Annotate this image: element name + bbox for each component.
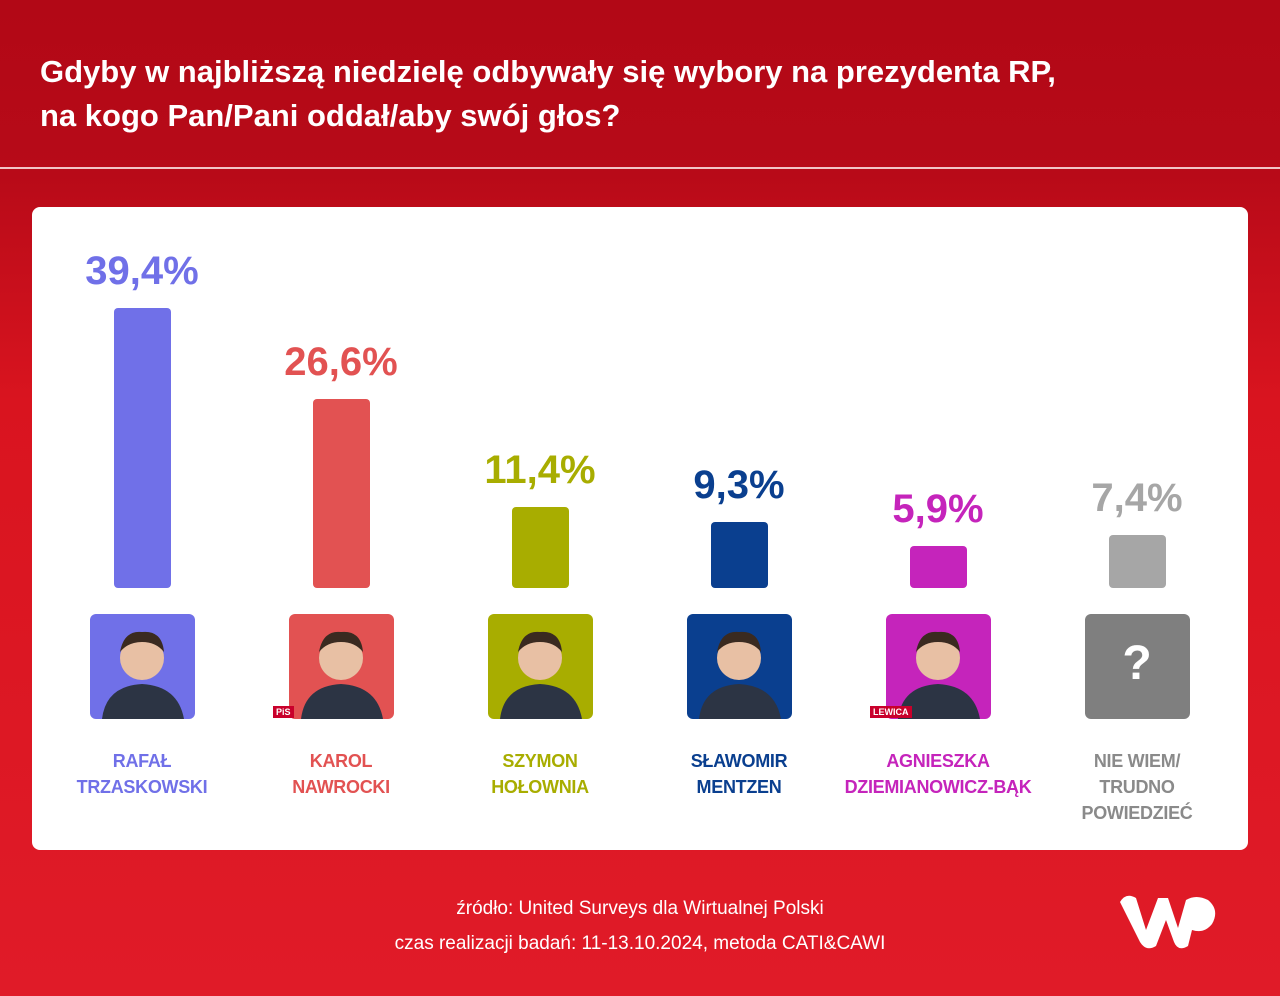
bar bbox=[710, 521, 768, 588]
photo bbox=[686, 614, 792, 719]
portrait bbox=[101, 631, 184, 719]
unknown-mark: ? bbox=[1122, 637, 1152, 690]
category-label: KAROL NAWROCKI bbox=[292, 751, 390, 797]
bar bbox=[113, 308, 171, 588]
photo bbox=[89, 614, 195, 719]
value-label: 11,4% bbox=[484, 448, 596, 493]
category-label: RAFAŁ TRZASKOWSKI bbox=[76, 751, 208, 797]
value-label: 39,4% bbox=[85, 249, 199, 294]
logo-shape bbox=[1120, 895, 1216, 949]
value-label: 9,3% bbox=[693, 462, 785, 507]
category-label: SZYMON HOŁOWNIA bbox=[491, 751, 589, 797]
chart-title: Gdyby w najbliższą niedzielę odbywały si… bbox=[40, 54, 1056, 133]
value-label: 7,4% bbox=[1091, 476, 1183, 521]
photo bbox=[487, 614, 593, 719]
hair bbox=[915, 631, 960, 652]
photo bbox=[885, 614, 991, 719]
hair bbox=[517, 631, 562, 652]
badge: PiS bbox=[273, 706, 294, 718]
category-label: SŁAWOMIR MENTZEN bbox=[690, 751, 788, 797]
badge: LEWICA bbox=[870, 706, 912, 718]
logo bbox=[1120, 895, 1216, 949]
source: źródło: United Surveys dla Wirtualnej Po… bbox=[456, 898, 824, 919]
portrait bbox=[897, 631, 980, 719]
head bbox=[119, 636, 164, 680]
bar bbox=[511, 507, 569, 588]
portrait bbox=[300, 631, 383, 719]
portrait bbox=[499, 631, 582, 719]
photo bbox=[288, 614, 394, 719]
torso bbox=[300, 684, 383, 719]
bar bbox=[312, 399, 370, 588]
bar bbox=[1108, 535, 1166, 588]
torso bbox=[499, 684, 582, 719]
hair bbox=[716, 631, 761, 652]
head bbox=[318, 636, 363, 680]
bar bbox=[909, 546, 967, 588]
divider bbox=[0, 167, 1280, 169]
hair bbox=[119, 631, 164, 652]
category-label: NIE WIEM/ TRUDNO POWIEDZIEĆ bbox=[1081, 751, 1193, 823]
torso bbox=[698, 684, 781, 719]
chart-card bbox=[32, 207, 1248, 850]
torso bbox=[101, 684, 184, 719]
head bbox=[716, 636, 761, 680]
value-label: 5,9% bbox=[892, 487, 984, 532]
torso bbox=[897, 684, 980, 719]
portrait bbox=[698, 631, 781, 719]
category-label: AGNIESZKA DZIEMIANOWICZ-BĄK bbox=[844, 751, 1032, 797]
hair bbox=[318, 631, 363, 652]
note: czas realizacji badań: 11-13.10.2024, me… bbox=[394, 933, 886, 954]
value-label: 26,6% bbox=[284, 340, 398, 385]
head bbox=[517, 636, 562, 680]
head bbox=[915, 636, 960, 680]
photo bbox=[1084, 614, 1190, 719]
